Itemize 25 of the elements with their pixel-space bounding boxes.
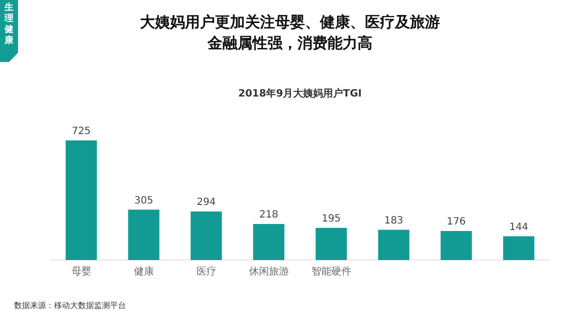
source-note: 数据来源：移动大数据监测平台 — [14, 300, 126, 311]
bar — [128, 210, 160, 260]
data-label: 183 — [384, 215, 404, 226]
x-tick-label: 智能硬件 — [311, 266, 352, 278]
data-label: 144 — [509, 222, 528, 233]
section-tag: 生理健康 — [0, 0, 18, 62]
data-label: 305 — [134, 195, 154, 206]
bar — [253, 224, 284, 260]
data-label: 218 — [259, 210, 278, 221]
bar — [440, 230, 472, 260]
chart-title: 大姨妈用户更加关注母婴、健康、医疗及旅游金融属性强，消费能力高 — [139, 12, 441, 54]
bar — [378, 230, 410, 260]
x-tick-label: 医疗 — [196, 266, 216, 278]
data-label: 195 — [322, 213, 341, 224]
bar — [316, 228, 347, 260]
data-label: 725 — [72, 126, 91, 137]
x-tick-label: 休闲旅游 — [248, 266, 289, 278]
chart-subtitle: 2018年9月大姨妈用户TGI — [238, 88, 362, 100]
x-tick-label: 母婴 — [71, 266, 92, 278]
x-tick-label: 健康 — [134, 266, 154, 278]
data-label: 176 — [446, 216, 466, 228]
data-label: 294 — [196, 197, 216, 208]
bar — [66, 140, 97, 260]
bar — [503, 236, 534, 260]
bar — [190, 211, 222, 260]
